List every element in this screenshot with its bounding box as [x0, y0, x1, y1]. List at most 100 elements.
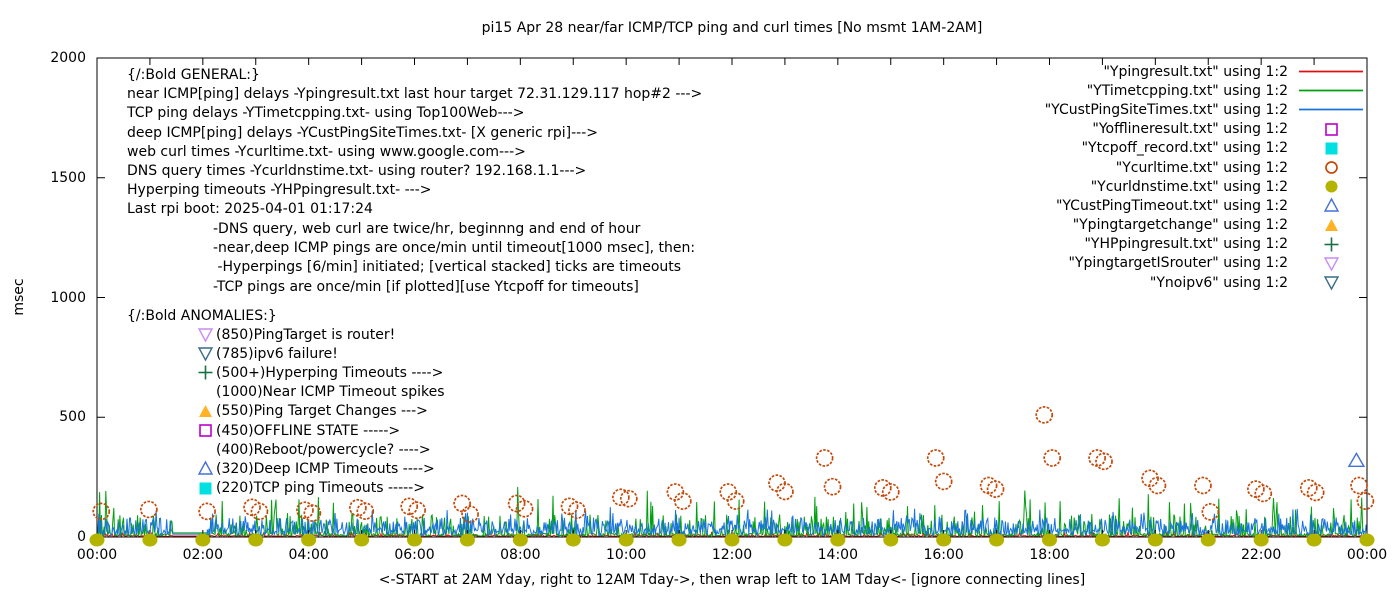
data-point-YCustPingTimeout — [1347, 451, 1366, 468]
data-point-Ycurltime — [303, 504, 322, 522]
y-tick-label: 1000 — [50, 289, 86, 306]
legend-label: "Ynoipv6" using 1:2 — [1149, 274, 1288, 291]
anomaly-label: (1000)Near ICMP Timeout spikes — [216, 384, 445, 401]
series-Ycurltime-points — [92, 406, 1375, 524]
annotation-line: -near,deep ICMP pings are once/min until… — [213, 240, 696, 257]
data-point-Ycurltime — [1254, 484, 1273, 503]
annotation-line: Hyperping timeouts -YHPpingresult.txt- -… — [127, 182, 432, 199]
legend: "Ypingresult.txt" using 1:2 "YTimetcpping… — [1045, 62, 1364, 292]
data-point-Ycurldnstime — [459, 533, 475, 547]
data-point-Ycurltime — [515, 499, 534, 518]
legend-row: "Ycurltime.txt" using 1:2 — [1045, 158, 1364, 177]
series-Ycurldnstime-points — [89, 533, 1375, 547]
legend-row: "Ypingresult.txt" using 1:2 — [1045, 62, 1364, 81]
anomaly-row: (320)Deep ICMP Timeouts ----> — [197, 459, 445, 478]
data-point-Ycurltime — [823, 477, 842, 496]
anomaly-row: (400)Reboot/powercycle? ----> — [197, 440, 445, 459]
anomalies-header: {/:Bold ANOMALIES:} — [127, 308, 277, 324]
data-point-Ycurltime — [726, 492, 745, 510]
legend-row: "YpingtargetISrouter" using 1:2 — [1045, 254, 1364, 273]
annotation-line: web curl times -Ycurltime.txt- using www… — [127, 143, 526, 160]
sq-open-icon — [1298, 121, 1364, 138]
circ-fill-icon — [1298, 178, 1364, 195]
legend-label: "YHPpingresult.txt" using 1:2 — [1084, 236, 1288, 253]
data-point-Ycurltime — [140, 500, 158, 519]
legend-label: "YCustPingTimeout.txt" using 1:2 — [1055, 197, 1288, 214]
data-point-Ycurldnstime — [354, 533, 370, 547]
chart-title: pi15 Apr 28 near/far ICMP/TCP ping and c… — [481, 20, 983, 36]
data-point-Ycurldnstime — [407, 533, 422, 547]
x-tick-label: 14:00 — [817, 547, 858, 563]
annotation-line: TCP ping delays -YTimetcpping.txt- using… — [127, 105, 525, 122]
annotation-line: {/:Bold GENERAL:} — [127, 67, 260, 83]
data-point-Ycurldnstime — [301, 533, 317, 547]
legend-row: "YTimetcpping.txt" using 1:2 — [1045, 81, 1364, 100]
data-point-Ycurltime — [250, 502, 269, 521]
data-point-Ycurltime — [1043, 449, 1061, 467]
data-point-Ycurltime — [92, 502, 111, 521]
x-tick-label: 00:00 — [76, 547, 118, 563]
line-icon — [1298, 63, 1364, 80]
anomaly-label: (550)Ping Target Changes ---> — [216, 403, 428, 420]
tri-down-open-icon — [1298, 274, 1364, 291]
data-point-Ycurldnstime — [1253, 533, 1269, 547]
anomalies-list: (850)PingTarget is router! (785)ipv6 fail… — [197, 325, 445, 498]
data-point-Ycurltime — [926, 449, 945, 467]
data-point-Ycurldnstime — [1306, 533, 1322, 547]
x-tick-label: 02:00 — [182, 547, 223, 563]
data-point-Ycurltime — [934, 472, 953, 491]
data-point-Ycurldnstime — [248, 533, 264, 547]
legend-label: "YCustPingSiteTimes.txt" using 1:2 — [1044, 101, 1288, 118]
anomaly-row: (850)PingTarget is router! — [197, 325, 445, 344]
x-tick-label: 06:00 — [394, 547, 435, 563]
data-point-Ycurltime — [1350, 476, 1368, 495]
data-point-Ycurldnstime — [195, 533, 211, 547]
annotation-line: deep ICMP[ping] delays -YCustPingSiteTim… — [127, 124, 598, 141]
legend-label: "Ypingresult.txt" using 1:2 — [1103, 63, 1288, 80]
y-tick-label: 500 — [59, 409, 86, 426]
data-point-Ycurltime — [198, 502, 216, 521]
data-point-Ycurltime — [881, 483, 900, 501]
circ-open-icon — [1298, 159, 1364, 176]
data-point-Ycurltime — [461, 505, 479, 524]
line-icon — [1298, 82, 1364, 99]
tri-down-open-icon — [197, 326, 214, 343]
legend-label: "Ytcpoff_record.txt" using 1:2 — [1081, 140, 1288, 157]
data-point-Ycurltime — [673, 492, 692, 510]
series-YCustPingTimeout-points — [1347, 451, 1366, 468]
legend-row: "YCustPingTimeout.txt" using 1:2 — [1045, 196, 1364, 215]
data-point-Ycurltime — [356, 502, 375, 520]
annotation-line: -DNS query, web curl are twice/hr, begin… — [213, 221, 641, 237]
data-point-Ycurldnstime — [1094, 533, 1110, 547]
data-point-Ycurltime — [612, 488, 630, 507]
data-point-Ycurldnstime — [565, 533, 581, 547]
legend-label: "Ycurltime.txt" using 1:2 — [1115, 159, 1288, 176]
data-point-Ycurldnstime — [671, 533, 687, 547]
tri-up-fill-icon — [1298, 217, 1364, 234]
legend-label: "Ycurldnstime.txt" using 1:2 — [1090, 178, 1288, 195]
legend-row: "YHPpingresult.txt" using 1:2 — [1045, 235, 1364, 254]
measurement-notes: -DNS query, web curl are twice/hr, begin… — [213, 220, 695, 297]
annotation-line: near ICMP[ping] delays -Ypingresult.txt … — [127, 86, 703, 103]
x-tick-label: 16:00 — [923, 547, 964, 563]
x-axis-caption: <-START at 2AM Yday, right to 12AM Tday-… — [378, 572, 1086, 588]
data-point-Ycurltime — [986, 480, 1005, 498]
plus-icon — [1298, 236, 1364, 253]
data-point-Ycurltime — [619, 489, 638, 508]
sq-fill-icon — [1298, 140, 1364, 157]
data-point-Ycurltime — [1148, 476, 1167, 495]
anomaly-label: (400)Reboot/powercycle? ----> — [216, 441, 431, 458]
data-point-Ycurldnstime — [512, 533, 528, 547]
x-tick-label: 22:00 — [1240, 547, 1282, 563]
data-point-Ycurltime — [815, 449, 834, 467]
data-point-Ycurldnstime — [989, 533, 1005, 547]
tri-down-open-icon — [1298, 255, 1364, 272]
legend-row: "Ypingtargetchange" using 1:2 — [1045, 216, 1364, 235]
anomaly-label: (320)Deep ICMP Timeouts ----> — [216, 460, 435, 477]
data-point-Ycurltime — [768, 474, 786, 492]
x-tick-label: 04:00 — [288, 547, 329, 563]
annotation-line: -TCP pings are once/min [if plotted][use… — [213, 278, 639, 295]
annotation-line: Last rpi boot: 2025-04-01 01:17:24 — [127, 201, 373, 218]
anomaly-row: (785)ipv6 failure! — [197, 344, 445, 363]
